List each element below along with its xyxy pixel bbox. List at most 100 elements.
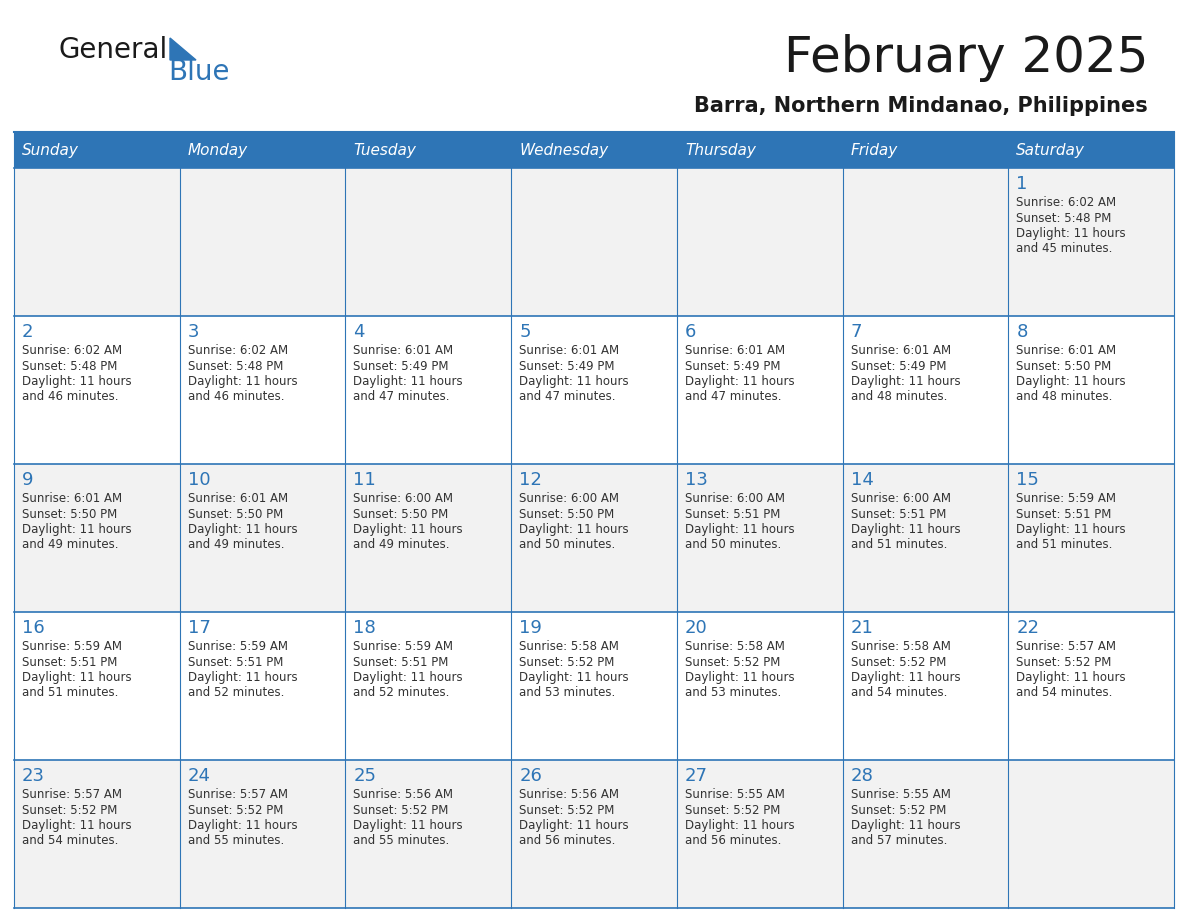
Text: Daylight: 11 hours: Daylight: 11 hours (188, 375, 297, 388)
Bar (179, 132, 346, 168)
Text: Sunrise: 5:56 AM: Sunrise: 5:56 AM (519, 788, 619, 801)
Bar (14, 316, 179, 464)
Text: Sunset: 5:50 PM: Sunset: 5:50 PM (519, 508, 614, 521)
Text: and 53 minutes.: and 53 minutes. (684, 687, 781, 700)
Text: Sunset: 5:52 PM: Sunset: 5:52 PM (684, 803, 781, 816)
Text: Daylight: 11 hours: Daylight: 11 hours (188, 523, 297, 536)
Bar (677, 612, 842, 760)
Text: Daylight: 11 hours: Daylight: 11 hours (519, 375, 628, 388)
Text: Tuesday: Tuesday (353, 143, 416, 159)
Text: Sunset: 5:48 PM: Sunset: 5:48 PM (1016, 211, 1112, 225)
Text: 25: 25 (353, 767, 377, 785)
Text: Daylight: 11 hours: Daylight: 11 hours (1016, 227, 1126, 240)
Text: Blue: Blue (168, 58, 229, 86)
Bar (346, 132, 511, 168)
Text: Sunset: 5:49 PM: Sunset: 5:49 PM (684, 360, 781, 373)
Text: Sunset: 5:51 PM: Sunset: 5:51 PM (684, 508, 781, 521)
Text: 4: 4 (353, 323, 365, 341)
Text: and 55 minutes.: and 55 minutes. (353, 834, 450, 847)
Text: Sunset: 5:50 PM: Sunset: 5:50 PM (353, 508, 449, 521)
Text: Sunrise: 5:57 AM: Sunrise: 5:57 AM (1016, 640, 1117, 653)
Text: and 48 minutes.: and 48 minutes. (1016, 390, 1113, 404)
Bar (677, 464, 842, 612)
Text: and 54 minutes.: and 54 minutes. (1016, 687, 1113, 700)
Text: 9: 9 (23, 471, 33, 489)
Text: and 53 minutes.: and 53 minutes. (519, 687, 615, 700)
Text: Sunset: 5:51 PM: Sunset: 5:51 PM (188, 655, 283, 668)
Bar (346, 760, 511, 908)
Bar (179, 316, 346, 464)
Text: Sunrise: 5:58 AM: Sunrise: 5:58 AM (851, 640, 950, 653)
Text: Sunrise: 6:02 AM: Sunrise: 6:02 AM (23, 344, 122, 357)
Text: 22: 22 (1016, 619, 1040, 637)
Text: Sunset: 5:52 PM: Sunset: 5:52 PM (519, 655, 614, 668)
Text: Sunrise: 6:01 AM: Sunrise: 6:01 AM (23, 492, 122, 505)
Text: and 57 minutes.: and 57 minutes. (851, 834, 947, 847)
Text: and 51 minutes.: and 51 minutes. (23, 687, 119, 700)
Bar (14, 464, 179, 612)
Text: and 54 minutes.: and 54 minutes. (23, 834, 119, 847)
Text: Sunrise: 6:01 AM: Sunrise: 6:01 AM (519, 344, 619, 357)
Bar (842, 316, 1009, 464)
Text: Sunrise: 6:00 AM: Sunrise: 6:00 AM (684, 492, 785, 505)
Text: Sunset: 5:49 PM: Sunset: 5:49 PM (353, 360, 449, 373)
Bar (677, 132, 842, 168)
Text: Saturday: Saturday (1016, 143, 1085, 159)
Bar (346, 464, 511, 612)
Text: 20: 20 (684, 619, 708, 637)
Text: Friday: Friday (851, 143, 898, 159)
Bar (1009, 612, 1174, 760)
Text: Sunset: 5:52 PM: Sunset: 5:52 PM (851, 803, 946, 816)
Text: Daylight: 11 hours: Daylight: 11 hours (684, 523, 795, 536)
Text: 1: 1 (1016, 175, 1028, 193)
Text: 8: 8 (1016, 323, 1028, 341)
Text: 7: 7 (851, 323, 862, 341)
Text: 19: 19 (519, 619, 542, 637)
Bar (511, 168, 677, 316)
Text: Sunset: 5:52 PM: Sunset: 5:52 PM (353, 803, 449, 816)
Text: Sunrise: 5:59 AM: Sunrise: 5:59 AM (188, 640, 287, 653)
Bar (179, 168, 346, 316)
Bar (179, 464, 346, 612)
Bar (842, 168, 1009, 316)
Text: Barra, Northern Mindanao, Philippines: Barra, Northern Mindanao, Philippines (694, 96, 1148, 116)
Text: Sunrise: 6:01 AM: Sunrise: 6:01 AM (1016, 344, 1117, 357)
Text: 2: 2 (23, 323, 33, 341)
Text: Sunset: 5:52 PM: Sunset: 5:52 PM (851, 655, 946, 668)
Text: Sunrise: 6:02 AM: Sunrise: 6:02 AM (1016, 196, 1117, 209)
Bar (1009, 760, 1174, 908)
Text: 21: 21 (851, 619, 873, 637)
Text: 16: 16 (23, 619, 45, 637)
Text: Sunday: Sunday (23, 143, 78, 159)
Text: Sunrise: 6:00 AM: Sunrise: 6:00 AM (353, 492, 454, 505)
Bar (346, 316, 511, 464)
Text: Sunrise: 6:00 AM: Sunrise: 6:00 AM (519, 492, 619, 505)
Text: Daylight: 11 hours: Daylight: 11 hours (851, 375, 960, 388)
Bar (511, 464, 677, 612)
Text: February 2025: February 2025 (784, 34, 1148, 82)
Text: 23: 23 (23, 767, 45, 785)
Text: and 55 minutes.: and 55 minutes. (188, 834, 284, 847)
Bar (511, 132, 677, 168)
Text: Sunset: 5:50 PM: Sunset: 5:50 PM (23, 508, 118, 521)
Text: 3: 3 (188, 323, 200, 341)
Bar (14, 168, 179, 316)
Text: 18: 18 (353, 619, 377, 637)
Text: Sunset: 5:51 PM: Sunset: 5:51 PM (23, 655, 118, 668)
Text: Daylight: 11 hours: Daylight: 11 hours (684, 375, 795, 388)
Text: and 56 minutes.: and 56 minutes. (684, 834, 782, 847)
Text: Sunrise: 6:01 AM: Sunrise: 6:01 AM (188, 492, 287, 505)
Text: 17: 17 (188, 619, 210, 637)
Text: Daylight: 11 hours: Daylight: 11 hours (684, 819, 795, 832)
Bar (179, 760, 346, 908)
Text: Daylight: 11 hours: Daylight: 11 hours (23, 671, 132, 684)
Text: Sunset: 5:50 PM: Sunset: 5:50 PM (188, 508, 283, 521)
Text: Sunrise: 5:55 AM: Sunrise: 5:55 AM (851, 788, 950, 801)
Bar (1009, 132, 1174, 168)
Text: Sunrise: 6:01 AM: Sunrise: 6:01 AM (851, 344, 950, 357)
Text: 13: 13 (684, 471, 708, 489)
Text: and 45 minutes.: and 45 minutes. (1016, 242, 1113, 255)
Bar (14, 760, 179, 908)
Bar (511, 760, 677, 908)
Text: Sunrise: 6:01 AM: Sunrise: 6:01 AM (684, 344, 785, 357)
